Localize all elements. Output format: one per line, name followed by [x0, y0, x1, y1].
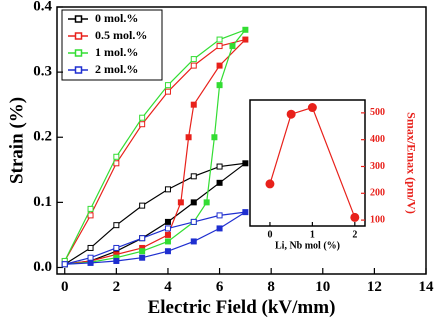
marker	[242, 209, 249, 216]
marker	[190, 218, 197, 225]
y-tick-label: 0.4	[33, 0, 52, 14]
marker	[177, 199, 184, 206]
x-tick-label: 8	[267, 279, 275, 295]
marker	[286, 109, 296, 119]
x-tick-label: 1	[310, 229, 315, 240]
y-axis-label: Smax/Emax (pm/V)	[404, 112, 418, 214]
x-tick-label: 10	[315, 279, 330, 295]
marker	[229, 43, 236, 50]
legend-label: 1 mol.%	[95, 45, 138, 59]
marker	[164, 88, 171, 95]
marker	[87, 254, 94, 261]
marker	[113, 160, 120, 167]
marker	[113, 244, 120, 251]
y-tick-label: 0.1	[33, 194, 52, 210]
legend-marker	[74, 32, 83, 40]
marker	[216, 62, 223, 69]
marker	[265, 179, 275, 189]
marker	[350, 212, 360, 222]
marker	[190, 62, 197, 69]
x-tick-label: 0	[61, 279, 69, 295]
y-axis-label: Strain (%)	[6, 97, 27, 184]
x-tick-label: 6	[216, 279, 224, 295]
marker	[139, 254, 146, 261]
y-tick-label: 100	[370, 214, 385, 225]
marker	[87, 205, 94, 212]
x-tick-label: 0	[267, 229, 272, 240]
marker	[216, 43, 223, 50]
marker	[216, 179, 223, 186]
y-tick-label: 300	[370, 161, 385, 172]
x-tick-label: 2	[113, 279, 121, 295]
marker	[242, 36, 249, 43]
marker	[164, 218, 171, 225]
legend-label: 0 mol.%	[95, 11, 138, 25]
marker	[164, 225, 171, 232]
marker	[164, 248, 171, 255]
series-line	[269, 106, 356, 218]
x-tick-label: 4	[164, 279, 172, 295]
marker	[113, 257, 120, 264]
marker	[242, 26, 249, 33]
y-tick-label: 200	[370, 188, 385, 199]
marker	[307, 103, 317, 113]
y-tick-label: 400	[370, 134, 385, 145]
y-tick-label: 0.2	[33, 129, 52, 145]
marker	[216, 163, 223, 170]
x-tick-label: 2	[352, 229, 357, 240]
marker	[216, 212, 223, 219]
marker	[190, 199, 197, 206]
legend-marker	[74, 66, 83, 74]
legend-label: 0.5 mol.%	[95, 28, 147, 42]
legend-box	[61, 9, 163, 81]
marker	[164, 82, 171, 89]
marker	[113, 222, 120, 229]
marker	[164, 186, 171, 193]
marker	[139, 121, 146, 128]
marker	[164, 238, 171, 245]
x-axis-label: Electric Field (kV/mm)	[148, 297, 336, 318]
marker	[87, 244, 94, 251]
marker	[87, 259, 94, 266]
marker	[87, 212, 94, 219]
marker	[61, 261, 68, 268]
marker	[242, 160, 249, 167]
marker	[139, 248, 146, 255]
marker	[185, 134, 192, 141]
marker	[139, 114, 146, 121]
marker	[139, 202, 146, 209]
legend-label: 2 mol.%	[95, 62, 138, 76]
marker	[139, 235, 146, 242]
marker	[190, 56, 197, 63]
marker	[164, 231, 171, 238]
series-line	[64, 28, 248, 265]
y-tick-label: 500	[370, 107, 385, 118]
plot-frame	[249, 99, 366, 227]
x-tick-label: 14	[419, 279, 435, 295]
marker	[216, 82, 223, 89]
marker	[203, 199, 210, 206]
x-tick-label: 12	[367, 279, 382, 295]
marker	[190, 173, 197, 180]
marker	[190, 238, 197, 245]
x-axis-label: Li, Nb mol (%)	[275, 240, 340, 251]
y-tick-label: 0.0	[33, 259, 52, 275]
marker	[216, 225, 223, 232]
legend-marker	[74, 49, 83, 57]
marker	[211, 134, 218, 141]
y-tick-label: 0.3	[33, 64, 52, 80]
legend-marker	[74, 15, 83, 23]
marker	[113, 153, 120, 160]
marker	[190, 101, 197, 108]
marker	[216, 36, 223, 43]
